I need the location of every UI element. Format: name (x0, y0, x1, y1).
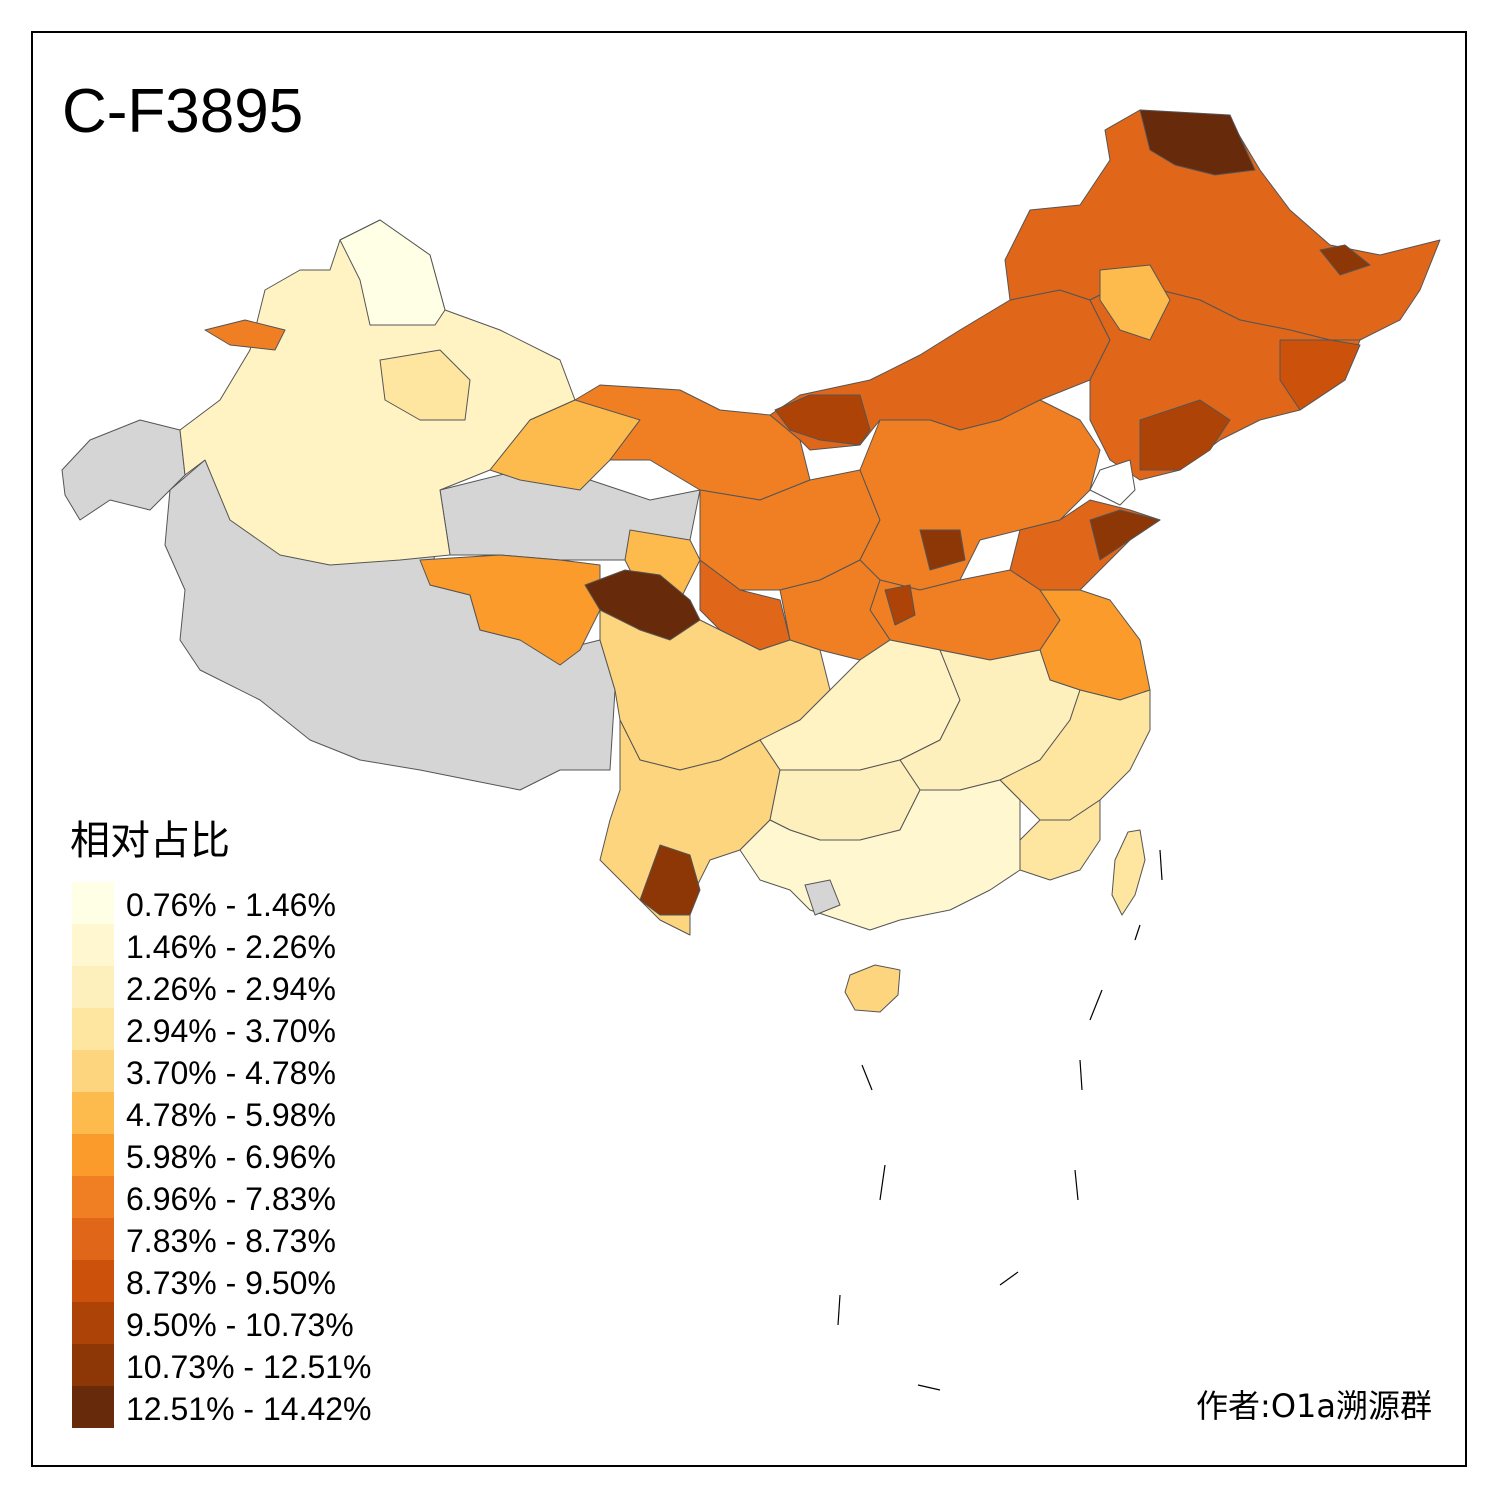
legend-swatch (72, 1176, 114, 1218)
region-hinggan-light (1099, 264, 1171, 341)
region-xinjiang-sw-nodata (61, 419, 186, 521)
legend-item: 2.94% - 3.70% (72, 1008, 432, 1050)
legend-item: 8.73% - 9.50% (72, 1260, 432, 1302)
region-hainan (844, 964, 901, 1013)
region-xinjiang (179, 219, 576, 566)
legend-label: 3.70% - 4.78% (126, 1055, 336, 1091)
region-heilongjiang-dark (1139, 109, 1256, 176)
legend-item: 0.76% - 1.46% (72, 882, 432, 924)
region-henan-dark (884, 584, 916, 626)
region-qinghai-south (419, 554, 601, 666)
legend-swatch (72, 1260, 114, 1302)
legend-item: 4.78% - 5.98% (72, 1092, 432, 1134)
region-yunnan-dark (639, 844, 701, 916)
legend-swatch (72, 924, 114, 966)
legend-label: 5.98% - 6.96% (126, 1139, 336, 1175)
legend-swatch (72, 1050, 114, 1092)
legend-label: 12.51% - 14.42% (126, 1391, 372, 1427)
legend-label: 2.26% - 2.94% (126, 971, 336, 1007)
legend-swatch (72, 882, 114, 924)
region-jilin-east (1279, 339, 1361, 411)
region-xinjiang-ili (204, 319, 286, 351)
map-title: C-F3895 (62, 77, 304, 146)
legend-item: 6.96% - 7.83% (72, 1176, 432, 1218)
legend-label: 4.78% - 5.98% (126, 1097, 336, 1133)
legend-swatch (72, 1302, 114, 1344)
legend: 0.76% - 1.46% 1.46% - 2.26% 2.26% - 2.94% 2… (72, 882, 432, 1428)
legend-label: 8.73% - 9.50% (126, 1265, 336, 1301)
author-credit: 作者:O1a溯源群 (1196, 1387, 1432, 1425)
legend-label: 7.83% - 8.73% (126, 1223, 336, 1259)
region-guangxi-nodata (804, 879, 841, 916)
region-guizhou (769, 759, 921, 841)
legend-swatch (72, 966, 114, 1008)
legend-label: 2.94% - 3.70% (126, 1013, 336, 1049)
legend-item: 1.46% - 2.26% (72, 924, 432, 966)
legend-item: 3.70% - 4.78% (72, 1050, 432, 1092)
region-inner-mongolia-dark (774, 394, 871, 446)
legend-swatch (72, 1008, 114, 1050)
legend-label: 9.50% - 10.73% (126, 1307, 354, 1343)
legend-item: 10.73% - 12.51% (72, 1344, 432, 1386)
region-shanxi-dark (919, 529, 966, 571)
legend-swatch (72, 1218, 114, 1260)
legend-swatch (72, 1344, 114, 1386)
legend-item: 9.50% - 10.73% (72, 1302, 432, 1344)
legend-item: 5.98% - 6.96% (72, 1134, 432, 1176)
nine-dash-line (837, 849, 1163, 1391)
legend-swatch (72, 1386, 114, 1428)
region-yunnan (599, 719, 781, 936)
legend-swatch (72, 1092, 114, 1134)
region-xinjiang-north (339, 219, 446, 326)
legend-item: 7.83% - 8.73% (72, 1218, 432, 1260)
region-taiwan (1111, 829, 1146, 916)
legend-title: 相对占比 (70, 818, 230, 864)
legend-swatch (72, 1134, 114, 1176)
region-liaodong-bohai (1089, 459, 1136, 506)
region-liaoning-dark (1139, 399, 1231, 471)
legend-label: 0.76% - 1.46% (126, 887, 336, 923)
region-heilongjiang-east-dark (1319, 244, 1371, 276)
legend-item: 12.51% - 14.42% (72, 1386, 432, 1428)
region-shandong-east-dark (1089, 509, 1161, 561)
legend-item: 2.26% - 2.94% (72, 966, 432, 1008)
legend-label: 10.73% - 12.51% (126, 1349, 372, 1385)
legend-label: 1.46% - 2.26% (126, 929, 336, 965)
region-xinjiang-east (379, 349, 471, 421)
legend-label: 6.96% - 7.83% (126, 1181, 336, 1217)
